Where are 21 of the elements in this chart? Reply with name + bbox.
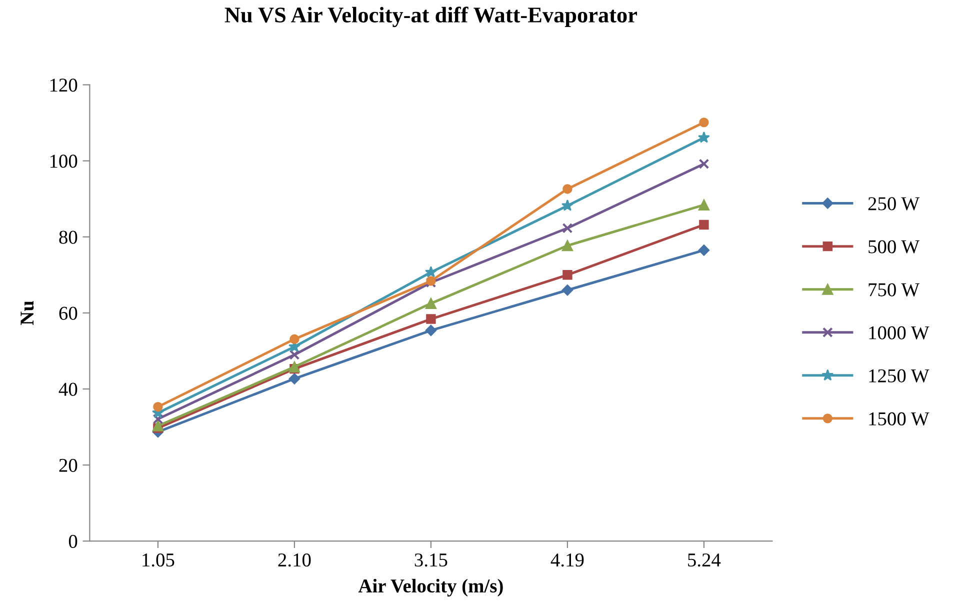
legend-label: 1500 W [869, 412, 930, 426]
legend-label: 500 W [868, 240, 920, 254]
x-tick-label: 5.24 [688, 553, 721, 567]
legend-label: 1000 W [869, 326, 930, 340]
y-tick-label: 0 [68, 534, 78, 548]
x-tick-label: 2.10 [278, 553, 311, 567]
y-tick-label: 40 [58, 382, 78, 396]
y-tick-label: 100 [50, 154, 78, 168]
y-tick-label: 80 [59, 230, 78, 244]
y-tick-label: 20 [59, 458, 78, 472]
x-tick-label: 4.19 [550, 553, 584, 567]
chart-title: Nu VS Air Velocity-at diff Watt-Evaporator [224, 6, 637, 28]
y-tick-label: 60 [59, 306, 78, 320]
y-tick-label: 120 [50, 78, 78, 92]
legend-label: 250 W [868, 197, 920, 210]
x-tick-label: 3.15 [414, 553, 448, 567]
legend-label: 1250 W [869, 369, 930, 383]
x-axis-title: Air Velocity (m/s) [358, 578, 503, 597]
legend-label: 750 W [868, 283, 920, 296]
x-tick-label: 1.05 [142, 553, 174, 567]
y-axis-title: Nu [20, 301, 34, 325]
